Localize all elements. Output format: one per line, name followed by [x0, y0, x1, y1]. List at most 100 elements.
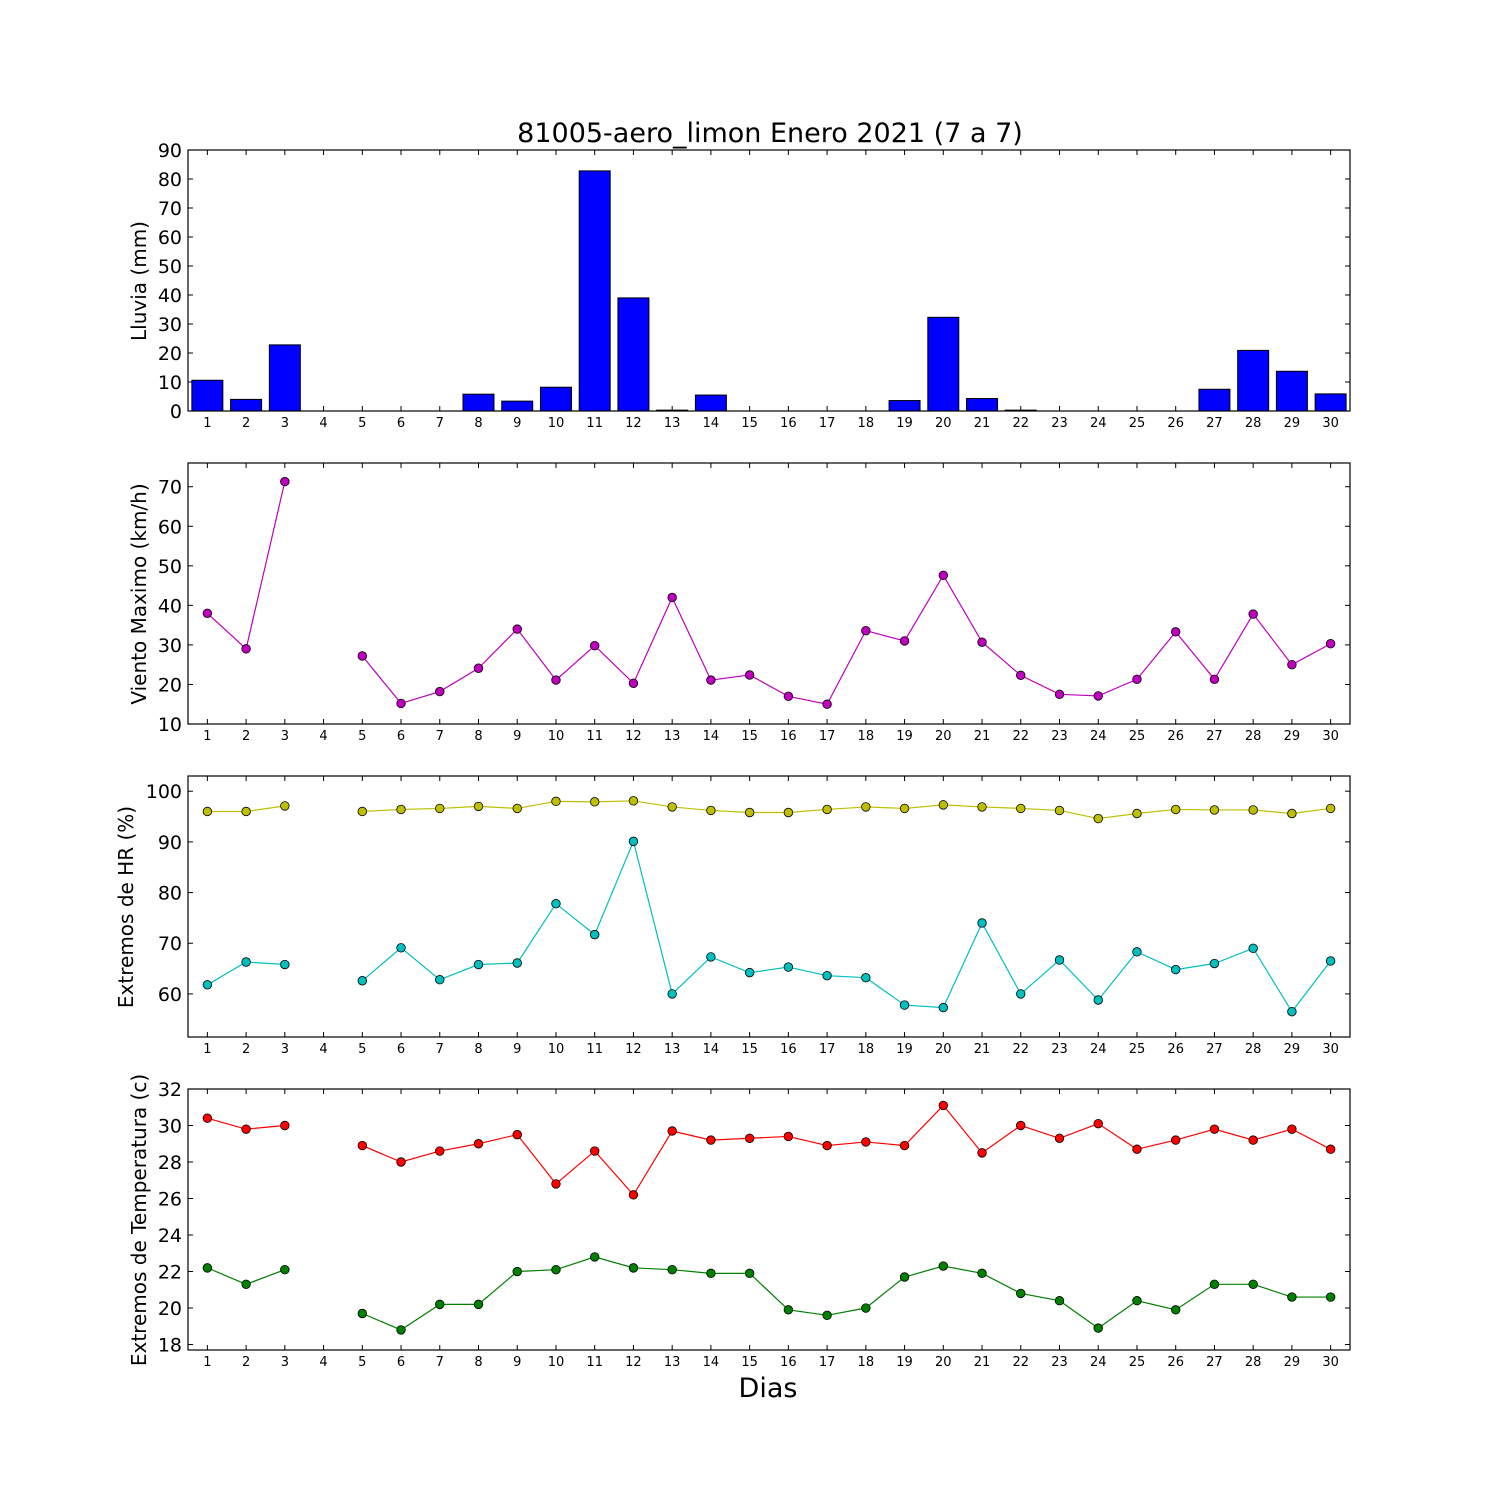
- temperature-series-0-point: [938, 1100, 949, 1111]
- wind-series-0-point: [1325, 639, 1336, 649]
- temperature-series-1-point: [899, 1272, 910, 1282]
- wind-series-0-point: [1016, 670, 1026, 681]
- wind-xtick-label: 23: [1051, 729, 1068, 744]
- humidity-xtick-label: 2: [242, 1042, 250, 1057]
- temperature-xtick-label: 2: [242, 1355, 250, 1370]
- wind-xtick-label: 6: [397, 729, 405, 744]
- wind-xtick-label: 13: [664, 729, 681, 744]
- temperature-series-1-point: [783, 1305, 794, 1315]
- wind-xtick-label: 7: [436, 729, 444, 744]
- humidity-series-1-point: [938, 1002, 949, 1013]
- wind-xtick-label: 24: [1090, 729, 1107, 744]
- humidity-series-1-point: [241, 957, 251, 967]
- temperature-series-1-point: [1209, 1279, 1220, 1289]
- wind-series-0-point: [435, 686, 445, 697]
- temperature-xtick-label: 7: [436, 1355, 444, 1370]
- wind-series-0-point: [551, 675, 561, 685]
- temperature-axes-frame: [187, 1088, 1351, 1351]
- temperature-series-1-point: [667, 1264, 677, 1275]
- figure-title: 81005-aero_limon Enero 2021 (7 a 7): [517, 118, 1023, 149]
- temperature-xtick-label: 4: [319, 1355, 327, 1370]
- humidity-xtick-label: 9: [513, 1042, 521, 1057]
- wind-xtick-label: 25: [1129, 729, 1146, 744]
- rain-bar: [230, 398, 263, 412]
- humidity-series-0-point: [899, 803, 910, 814]
- humidity-xtick-label: 15: [741, 1042, 758, 1057]
- temperature-series-0-point: [783, 1131, 794, 1142]
- temperature-series-0-point: [590, 1146, 600, 1156]
- humidity-series-0-point: [280, 801, 290, 811]
- rain-bar: [1198, 388, 1231, 412]
- humidity-xtick-label: 21: [974, 1042, 991, 1057]
- temperature-series-1-point: [280, 1264, 290, 1275]
- rain-xtick-label: 1: [203, 416, 211, 431]
- humidity-xtick-label: 16: [780, 1042, 797, 1057]
- wind-plot-area: [188, 463, 1350, 724]
- wind-series-0-point: [1132, 674, 1142, 685]
- temperature-series-1-point: [1287, 1292, 1297, 1302]
- temperature-xtick-label: 27: [1206, 1355, 1223, 1370]
- rain-xtick-label: 19: [896, 416, 913, 431]
- temperature-series-0-point: [473, 1139, 484, 1149]
- wind-series-0-point: [357, 651, 368, 661]
- wind-xtick-label: 14: [703, 729, 720, 744]
- humidity-series-1-point: [783, 962, 794, 972]
- humidity-series-1-point: [1093, 995, 1103, 1005]
- humidity-series-0-point: [1093, 813, 1103, 824]
- wind-xtick-label: 17: [819, 729, 836, 744]
- wind-xtick-label: 30: [1322, 729, 1339, 744]
- temperature-series-1-point: [435, 1299, 445, 1310]
- temperature-series-0-point: [1248, 1135, 1258, 1145]
- temperature-series-0-point: [899, 1140, 910, 1151]
- humidity-series-1-point: [744, 967, 755, 978]
- temperature-series-0-point: [977, 1148, 987, 1158]
- rain-xtick-label: 15: [741, 416, 758, 431]
- wind-xtick-label: 1: [203, 729, 211, 744]
- humidity-series-1-point: [590, 929, 600, 940]
- humidity-series-0-point: [706, 805, 716, 816]
- humidity-ytick-label: 60: [158, 984, 182, 1006]
- temperature-series-1-point: [1054, 1296, 1065, 1306]
- temperature-series-1-point: [822, 1310, 832, 1321]
- temperature-xtick-label: 15: [741, 1355, 758, 1370]
- temperature-series-1-point: [1248, 1279, 1258, 1289]
- temperature-xtick-label: 11: [586, 1355, 603, 1370]
- rain-ytick-label: 50: [158, 256, 182, 278]
- rain-xtick-label: 30: [1322, 416, 1339, 431]
- wind-xtick-label: 10: [548, 729, 565, 744]
- rain-ytick-label: 10: [158, 372, 182, 394]
- wind-ytick-label: 70: [158, 477, 182, 499]
- temperature-ytick-label: 22: [158, 1262, 182, 1284]
- humidity-series-0-point: [1209, 805, 1220, 815]
- humidity-series-0-point: [1016, 803, 1026, 814]
- temperature-ylabel: Extremos de Temperatura (c): [127, 1074, 151, 1366]
- temperature-series-1-point: [977, 1268, 987, 1279]
- humidity-series-0-point: [783, 807, 794, 818]
- temperature-xtick-label: 12: [625, 1355, 642, 1370]
- rain-bar: [268, 344, 301, 412]
- rain-xtick-label: 12: [625, 416, 642, 431]
- humidity-xtick-label: 1: [203, 1042, 211, 1057]
- x-axis-label: Dias: [739, 1373, 798, 1404]
- rain-ytick-label: 20: [158, 343, 182, 365]
- rain-xtick-label: 13: [664, 416, 681, 431]
- temperature-series-1-point: [590, 1252, 600, 1262]
- wind-series-0-point: [628, 678, 639, 688]
- humidity-series-0-point: [202, 806, 213, 817]
- humidity-xtick-label: 4: [319, 1042, 327, 1057]
- rain-ytick-label: 90: [158, 140, 182, 162]
- humidity-series-0-point: [938, 800, 949, 810]
- temperature-series-1-point: [473, 1299, 484, 1310]
- wind-xtick-label: 29: [1284, 729, 1301, 744]
- rain-xtick-label: 26: [1167, 416, 1184, 431]
- humidity-series-1-point: [667, 989, 677, 999]
- temperature-series-1-point: [938, 1261, 949, 1271]
- humidity-series-1-point: [1170, 964, 1181, 975]
- humidity-series-1-point: [512, 958, 522, 968]
- rain-xtick-label: 23: [1051, 416, 1068, 431]
- temperature-series-1-point: [396, 1325, 406, 1335]
- wind-xtick-label: 21: [974, 729, 991, 744]
- humidity-series-1-point: [551, 899, 561, 909]
- wind-xtick-label: 3: [281, 729, 289, 744]
